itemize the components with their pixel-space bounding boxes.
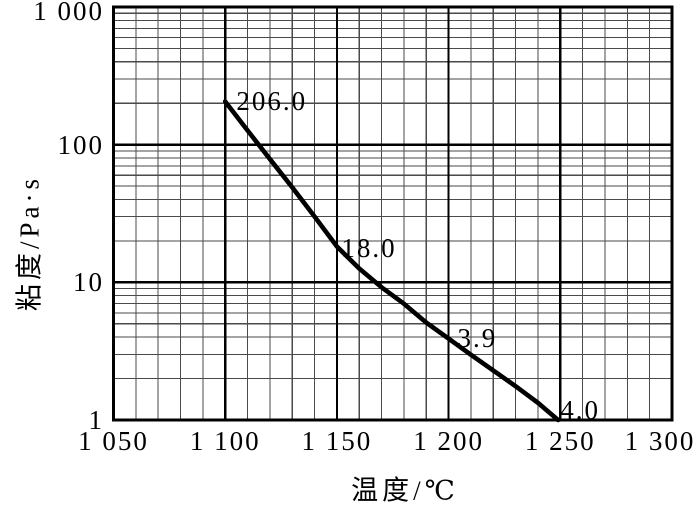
x-axis-title: 温度/℃ — [351, 475, 459, 506]
x-tick-label: 1 300 — [624, 426, 696, 456]
viscosity-vs-temperature-curve — [222, 99, 561, 423]
point-label: 206.0 — [236, 86, 307, 116]
y-tick-label: 1 000 — [33, 0, 104, 26]
y-tick-label: 10 — [73, 267, 104, 298]
point-label: 18.0 — [341, 233, 396, 263]
x-tick-label: 1 250 — [524, 426, 596, 456]
x-tick-label: 1 050 — [78, 426, 149, 456]
x-tick-label: 1 100 — [189, 426, 261, 456]
x-tick-label: 1 200 — [413, 426, 484, 456]
plot-border — [112, 5, 674, 422]
x-tick-label: 1 150 — [301, 426, 373, 456]
y-tick-label: 1 — [88, 405, 104, 435]
point-label: 4.0 — [560, 395, 600, 425]
y-axis-title: 粘度/Pa·s — [14, 175, 45, 311]
y-tick-label: 100 — [57, 129, 104, 160]
point-label: 3.9 — [458, 323, 498, 353]
grid — [112, 5, 674, 422]
